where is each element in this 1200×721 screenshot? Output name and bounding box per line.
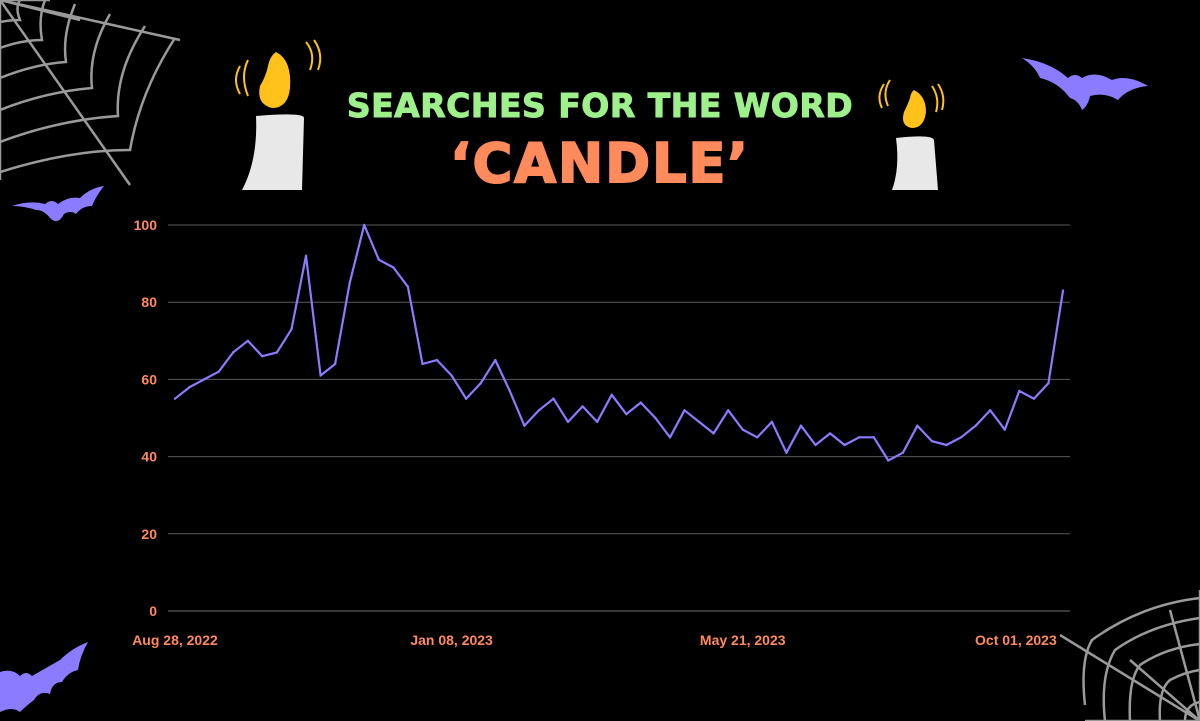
data-point — [1003, 428, 1006, 431]
data-point — [843, 443, 846, 447]
gridlines — [168, 224, 1070, 612]
data-point — [974, 424, 977, 427]
data-point — [1032, 397, 1036, 400]
x-tick-label: Oct 01, 2023 — [975, 632, 1057, 648]
data-point — [523, 424, 526, 427]
data-point — [450, 374, 453, 377]
data-point — [377, 258, 381, 261]
data-point — [202, 378, 206, 381]
data-point — [1061, 289, 1065, 292]
data-point — [887, 459, 890, 462]
data-point — [406, 285, 410, 288]
y-tick-label: 100 — [134, 217, 158, 233]
data-point — [435, 358, 439, 362]
data-point — [595, 420, 599, 424]
data-point — [566, 420, 570, 424]
series-line — [174, 223, 1065, 462]
data-point — [188, 385, 191, 389]
data-point — [683, 409, 686, 412]
data-point — [319, 374, 322, 377]
data-point — [217, 370, 220, 373]
series-layer — [173, 223, 1065, 462]
chart-title-line1: SEARCHES FOR THE WORD — [346, 86, 854, 126]
data-point — [828, 432, 832, 435]
bat-icon — [1022, 58, 1148, 110]
data-point — [363, 223, 366, 227]
data-point — [697, 420, 701, 424]
data-point — [304, 254, 308, 258]
candle-icon — [878, 79, 945, 190]
data-point — [756, 436, 759, 439]
data-point — [1047, 382, 1050, 385]
data-point — [494, 358, 497, 362]
bat-icon — [12, 186, 104, 222]
data-point — [232, 351, 235, 354]
data-point — [916, 424, 919, 427]
data-point — [610, 393, 613, 397]
x-tick-label: Jan 08, 2023 — [410, 632, 493, 648]
data-point — [770, 420, 774, 424]
data-point — [654, 416, 657, 420]
x-tick-label: Aug 28, 2022 — [132, 632, 218, 648]
candle-icon — [235, 39, 322, 190]
data-point — [421, 362, 424, 366]
data-point — [333, 362, 337, 366]
y-tick-label: 60 — [141, 371, 157, 387]
data-point — [872, 436, 875, 439]
data-point — [945, 443, 948, 447]
spider-web-icon — [1059, 590, 1200, 721]
x-axis-ticks: Aug 28, 2022 Jan 08, 2023 May 21, 2023 Oct … — [132, 632, 1057, 648]
spider-web-icon — [0, 0, 181, 186]
data-point — [959, 436, 963, 439]
data-point — [741, 428, 744, 431]
data-point — [625, 412, 628, 416]
data-point — [989, 409, 992, 412]
data-point — [668, 436, 672, 439]
data-point — [392, 266, 395, 269]
data-point — [785, 451, 788, 454]
chart-title-line2: ‘CANDLE’ — [449, 131, 750, 196]
x-tick-label: May 21, 2023 — [700, 632, 786, 648]
data-point — [581, 405, 584, 408]
data-point — [1018, 389, 1021, 393]
y-axis-ticks: 0 20 40 60 80 100 — [134, 217, 158, 619]
y-tick-label: 20 — [141, 526, 157, 542]
data-point — [857, 436, 861, 439]
data-point — [275, 351, 279, 354]
data-point — [464, 397, 468, 400]
data-point — [712, 432, 715, 435]
data-point — [814, 443, 817, 447]
data-point — [799, 424, 803, 427]
data-point — [290, 328, 293, 331]
y-tick-label: 40 — [141, 449, 157, 465]
y-tick-label: 80 — [141, 294, 157, 310]
data-point — [537, 409, 541, 412]
data-point — [930, 439, 934, 443]
data-point — [552, 397, 555, 400]
data-point — [901, 451, 905, 454]
data-point — [261, 355, 264, 358]
data-point — [508, 389, 512, 393]
data-point — [173, 397, 177, 400]
data-point — [348, 281, 351, 285]
bat-icon — [0, 642, 88, 712]
data-point — [639, 401, 643, 404]
y-tick-label: 0 — [149, 603, 157, 619]
data-point — [479, 382, 482, 385]
data-point — [726, 409, 730, 412]
data-point — [246, 339, 249, 342]
